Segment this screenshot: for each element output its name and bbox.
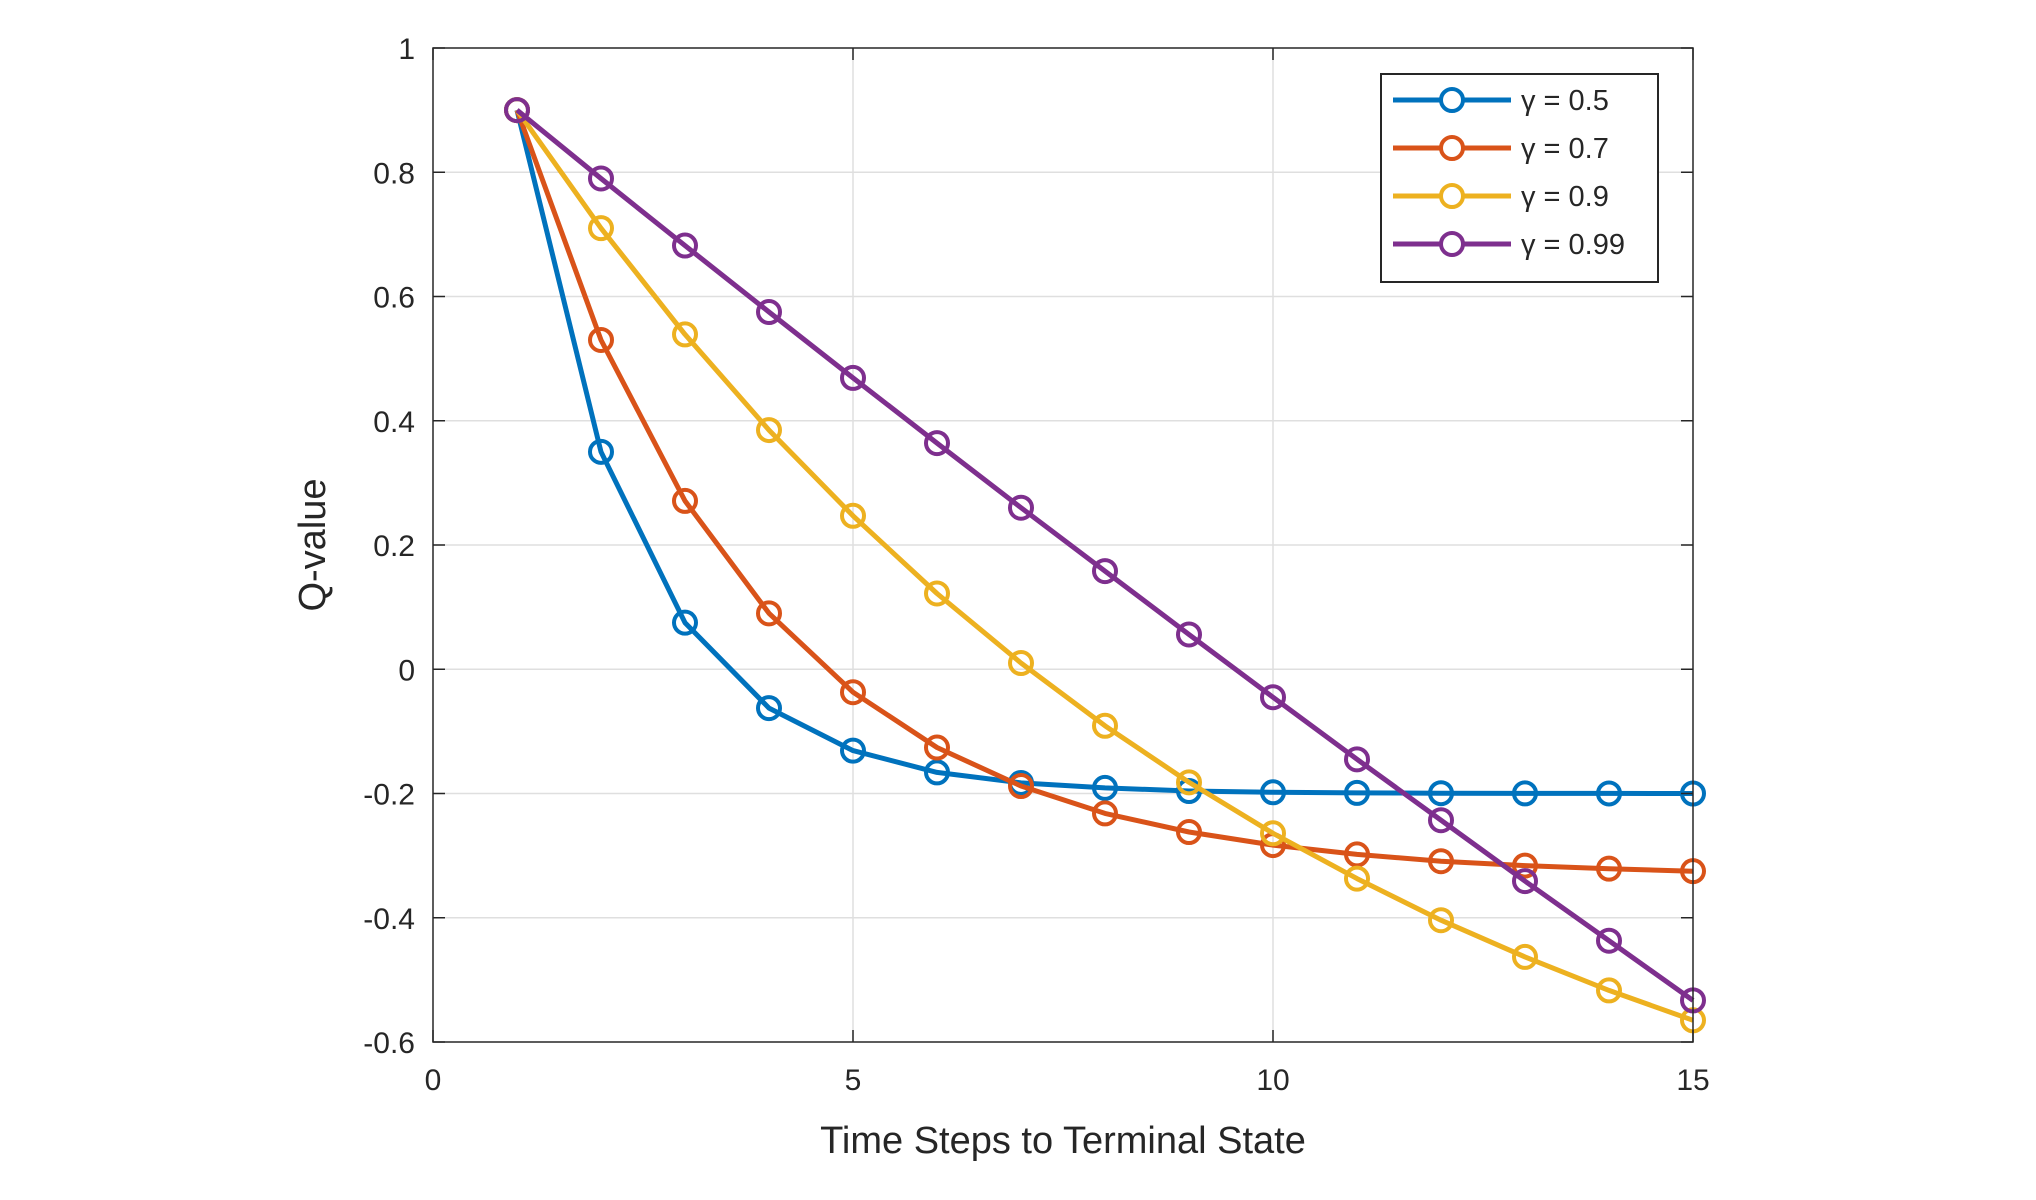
legend-item-1: γ = 0.5	[1393, 85, 1609, 117]
data-point	[1008, 494, 1034, 521]
series-line	[514, 108, 1694, 1023]
series-line	[514, 109, 1694, 796]
data-point	[840, 679, 866, 706]
data-point	[1260, 684, 1286, 711]
data-point	[840, 364, 866, 391]
data-point	[1008, 773, 1034, 800]
series-4	[504, 97, 1706, 1014]
legend-label: γ = 0.7	[1521, 133, 1609, 165]
data-point	[1176, 769, 1202, 796]
data-point	[1092, 712, 1118, 739]
x-axis-title: Time Steps to Terminal State	[820, 1120, 1306, 1162]
data-point	[924, 430, 950, 457]
y-tick-label: 0.2	[373, 530, 415, 563]
legend-label: γ = 0.99	[1521, 229, 1625, 261]
y-tick-label: 1	[398, 33, 415, 66]
data-point	[1512, 943, 1538, 970]
x-tick-label: 10	[1256, 1064, 1289, 1097]
series-line	[514, 109, 1694, 874]
data-point	[588, 438, 614, 465]
grid	[433, 48, 1693, 1042]
data-point	[672, 321, 698, 348]
data-point	[1344, 865, 1370, 892]
legend-item-3: γ = 0.9	[1393, 181, 1609, 213]
data-point	[1512, 868, 1538, 895]
data-point	[1344, 841, 1370, 868]
data-point	[1344, 779, 1370, 806]
data-point	[1260, 820, 1286, 847]
data-point	[756, 600, 782, 627]
data-point	[1092, 774, 1118, 801]
data-point	[1092, 558, 1118, 585]
tick-labels: 0 5 10 15 -0.6 -0.4 -0.2 0 0.2 0.4 0.6 0.8 1	[363, 33, 1709, 1097]
y-tick-label: -0.2	[363, 779, 415, 812]
y-tick-label: -0.6	[363, 1027, 415, 1060]
data-point	[1176, 819, 1202, 846]
x-tick-label: 0	[425, 1064, 442, 1097]
series-line	[515, 108, 1695, 1003]
data-point	[1176, 621, 1202, 648]
legend-item-2: γ = 0.7	[1393, 133, 1609, 165]
y-tick-label: 0.6	[373, 282, 415, 315]
data-point	[1428, 848, 1454, 875]
data-point	[672, 487, 698, 514]
y-axis-title: Q-value	[292, 478, 334, 611]
data-point	[756, 695, 782, 722]
data-point	[1512, 852, 1538, 879]
data-point	[1428, 807, 1454, 834]
data-point	[504, 97, 530, 124]
legend-marker	[1439, 135, 1465, 161]
data-point	[924, 734, 950, 761]
data-point	[840, 502, 866, 529]
y-tick-label: 0.4	[373, 406, 415, 439]
data-point	[588, 215, 614, 242]
data-point	[672, 232, 698, 259]
legend-item-4: γ = 0.99	[1393, 229, 1625, 261]
data-point	[1596, 977, 1622, 1004]
data-point	[756, 417, 782, 444]
legend-marker	[1439, 183, 1465, 209]
data-point	[1428, 907, 1454, 934]
data-point	[924, 759, 950, 786]
legend-box	[1380, 73, 1659, 283]
data-point	[756, 299, 782, 326]
data-point	[1512, 780, 1538, 807]
y-tick-label: -0.4	[363, 903, 415, 936]
data-point	[588, 165, 614, 192]
data-point	[1596, 855, 1622, 882]
data-point	[1008, 650, 1034, 677]
data-point	[1428, 780, 1454, 807]
data-point	[924, 580, 950, 607]
legend-label: γ = 0.5	[1521, 85, 1609, 117]
x-tick-label: 5	[845, 1064, 862, 1097]
data-point	[1092, 800, 1118, 827]
legend-label: γ = 0.9	[1521, 181, 1609, 213]
legend-marker	[1439, 231, 1465, 257]
data-point	[1596, 927, 1622, 954]
data-point	[840, 737, 866, 764]
data-point	[1596, 780, 1622, 807]
data-point	[1260, 779, 1286, 806]
legend-marker	[1439, 87, 1465, 113]
y-tick-label: 0.8	[373, 157, 415, 190]
legend: γ = 0.5 γ = 0.7 γ = 0.9 γ = 0.99	[1380, 73, 1659, 283]
data-point	[672, 609, 698, 636]
data-point	[1344, 746, 1370, 773]
x-tick-label: 15	[1676, 1064, 1709, 1097]
y-tick-label: 0	[398, 654, 415, 687]
data-point	[588, 326, 614, 353]
